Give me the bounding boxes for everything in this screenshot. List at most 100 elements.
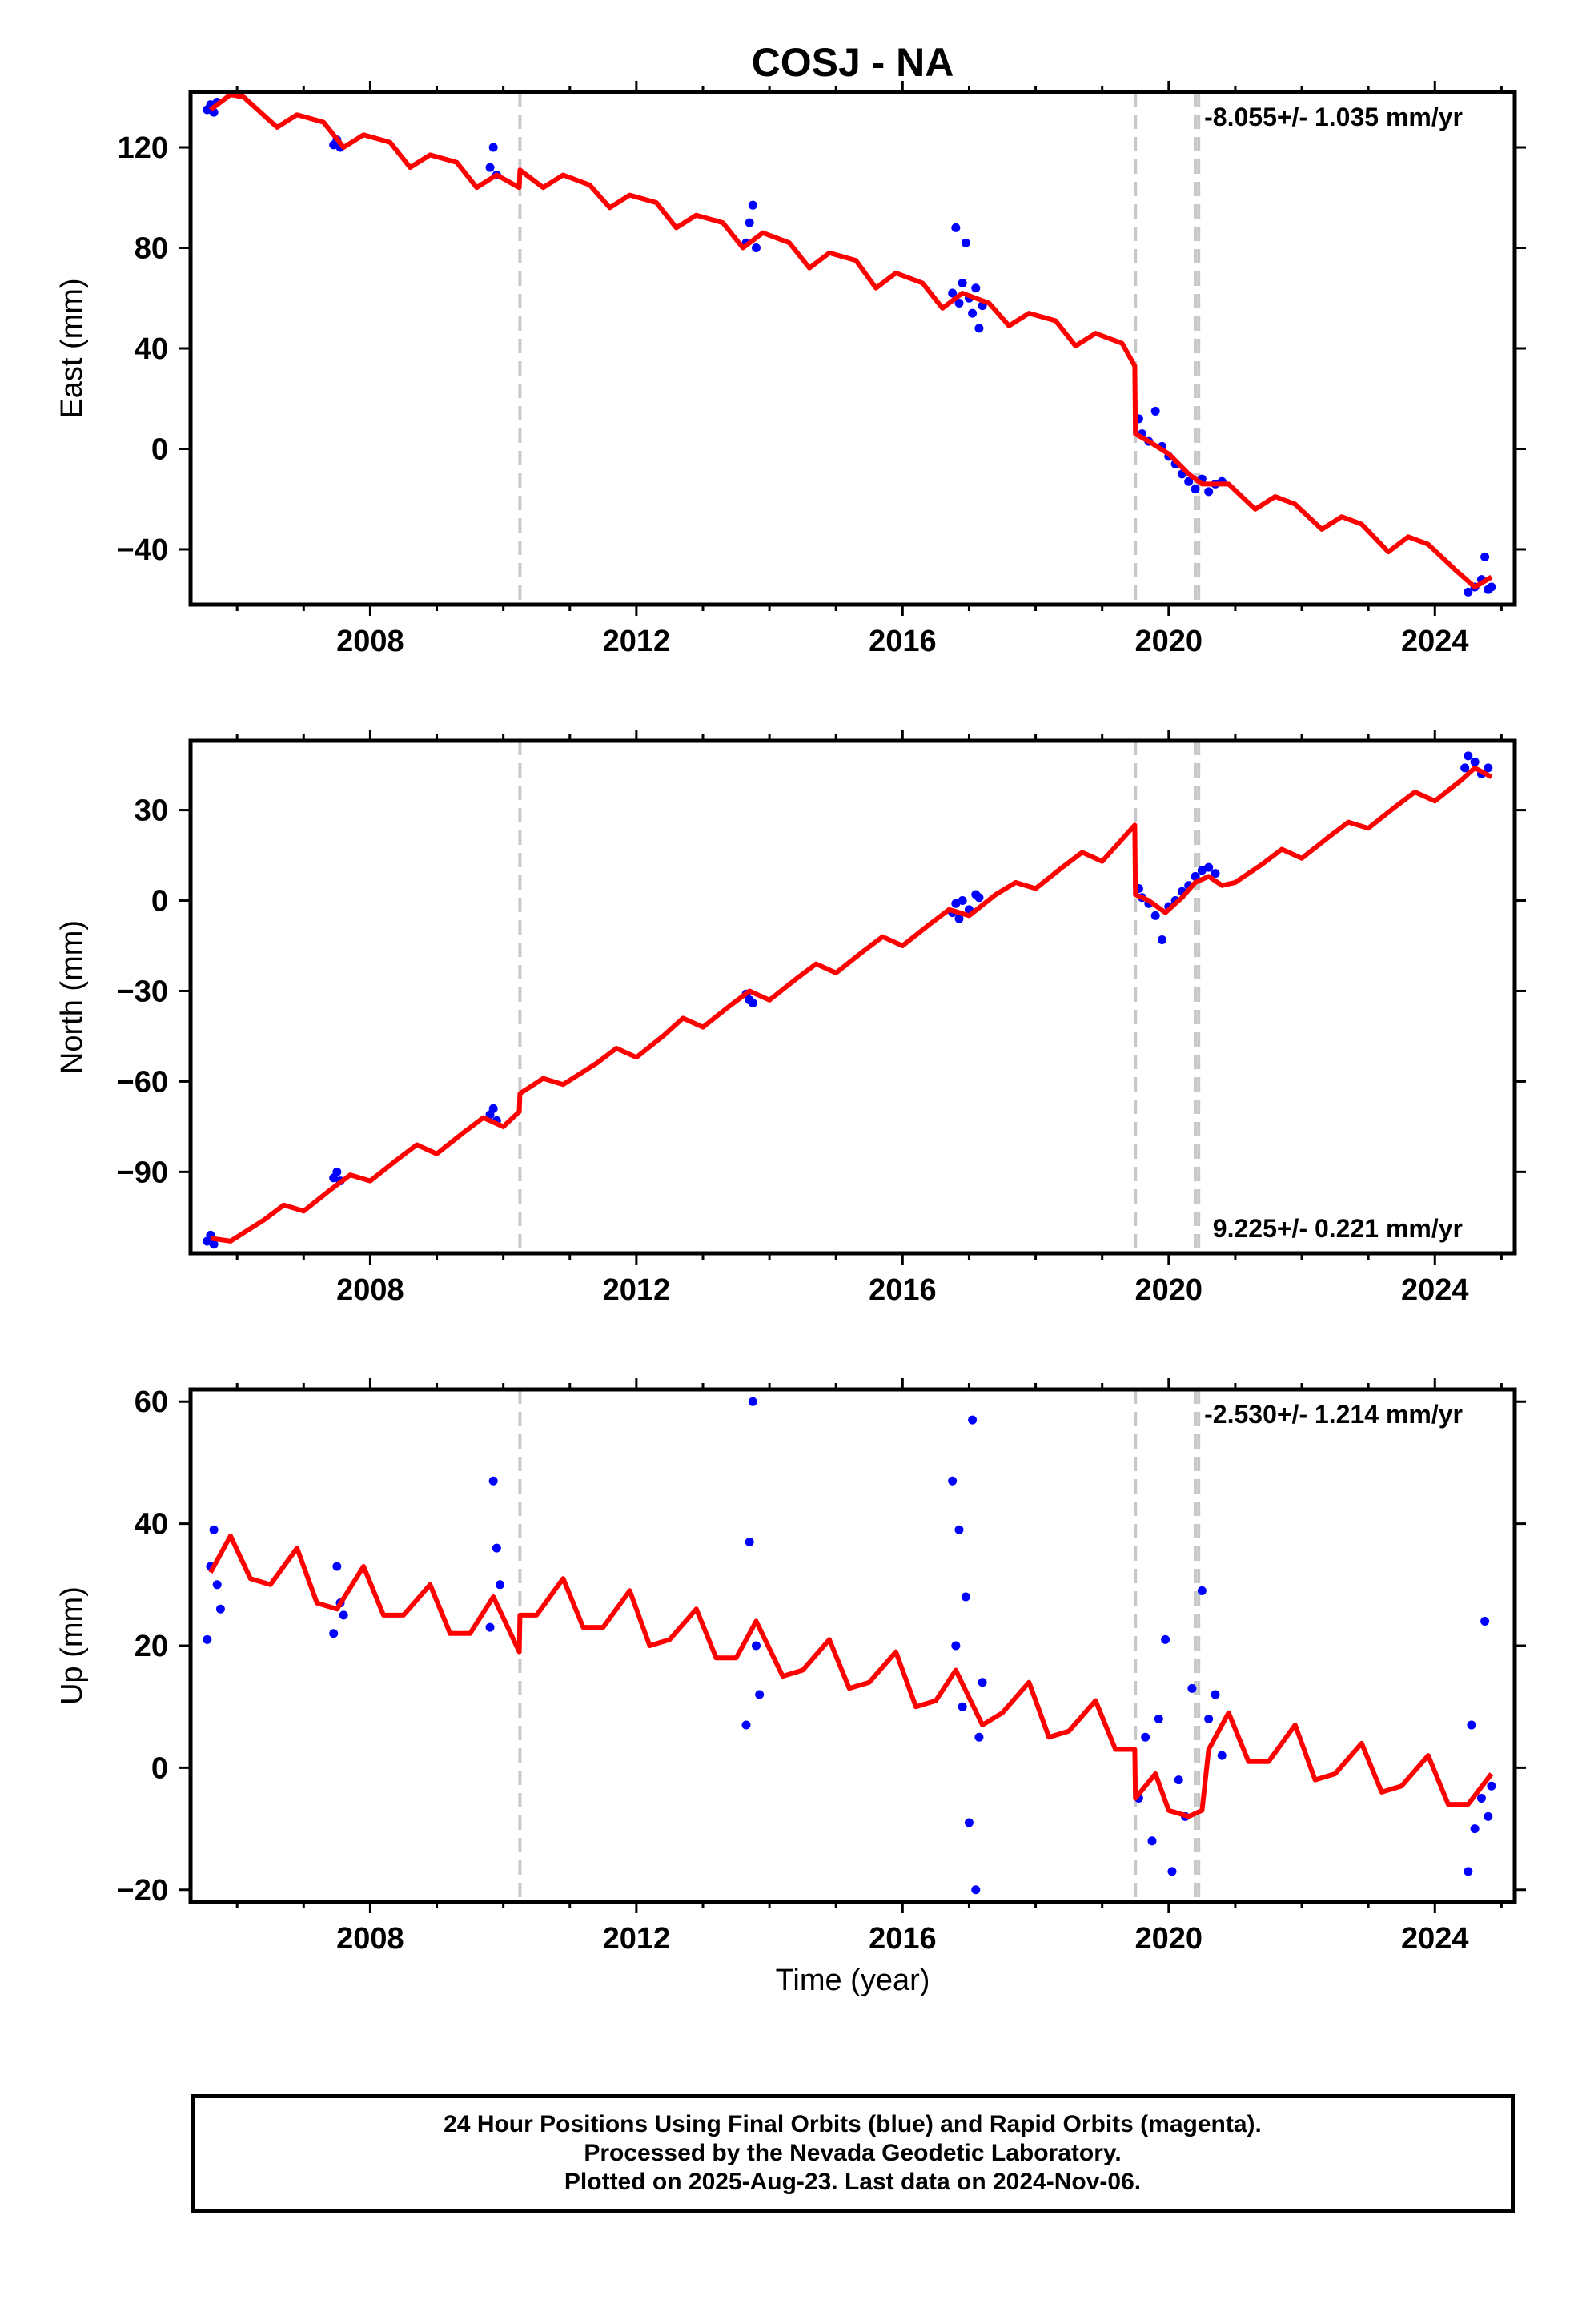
footer-line-plotted: Plotted on 2025-Aug-23. Last data on 202… [564, 2169, 1142, 2195]
data-point [339, 1610, 348, 1620]
x-tick-label: 2012 [603, 1922, 671, 1956]
data-point [215, 1604, 225, 1614]
panel-east: 2008 2012 2016 2020 2024 120 80 40 0 −40 East (mm)… [55, 81, 1526, 658]
data-point [1204, 862, 1214, 872]
data-point [1157, 935, 1166, 944]
data-point [332, 1167, 342, 1176]
rate-annotation: -2.530+/- 1.214 mm/yr [1204, 1400, 1463, 1429]
data-point [968, 308, 978, 318]
data-point [748, 1397, 757, 1406]
rate-annotation: 9.225+/- 0.221 mm/yr [1213, 1214, 1463, 1243]
data-point [212, 1580, 222, 1590]
data-point [1464, 587, 1473, 597]
data-point [1460, 763, 1470, 773]
footer-box: 24 Hour Positions Using Final Orbits (bl… [191, 2094, 1515, 2213]
data-point [954, 914, 964, 923]
data-point [974, 893, 984, 903]
model-line [210, 765, 1493, 1244]
y-tick-label: −20 [117, 1874, 168, 1908]
y-tick-label: 60 [135, 1385, 168, 1419]
data-point [485, 1622, 495, 1632]
data-point [1470, 757, 1480, 766]
data-point [971, 283, 981, 293]
data-point [1204, 487, 1214, 497]
data-point [961, 1592, 970, 1602]
data-point [1470, 1824, 1480, 1834]
model-line [208, 1533, 1494, 1819]
x-tick-label: 2020 [1135, 1922, 1203, 1956]
x-tick-label: 2024 [1401, 1922, 1469, 1956]
data-point [974, 324, 984, 333]
data-point [755, 1690, 765, 1699]
data-point [1480, 552, 1490, 561]
data-point [954, 1525, 964, 1534]
data-point [1150, 911, 1160, 920]
data-point [1161, 1634, 1170, 1644]
y-tick-label: 120 [118, 131, 168, 165]
data-point [1480, 1617, 1490, 1626]
data-point [1191, 485, 1200, 494]
rate-annotation: -8.055+/- 1.035 mm/yr [1204, 103, 1463, 131]
data-point [741, 1720, 751, 1730]
chart-title: COSJ - NA [752, 40, 954, 85]
data-point [1191, 871, 1200, 881]
x-tick-label: 2008 [336, 1273, 404, 1307]
data-point [1197, 1586, 1207, 1595]
panel-north: 2008 2012 2016 2020 2024 30 0 −30 −60 −90 North (m… [55, 730, 1526, 1307]
data-point [332, 1562, 342, 1571]
y-tick-label: −60 [117, 1065, 168, 1099]
y-tick-label: −40 [117, 533, 168, 567]
data-point [488, 143, 498, 152]
x-tick-label: 2020 [1135, 625, 1203, 658]
data-point [1184, 476, 1194, 486]
plot-frame [188, 90, 1517, 607]
x-tick-label: 2024 [1401, 1273, 1469, 1307]
data-point [958, 1702, 967, 1711]
y-tick-label: 0 [151, 432, 168, 466]
data-point [968, 1415, 978, 1425]
data-point [751, 1641, 761, 1651]
data-layer [203, 751, 1493, 1249]
data-point [948, 288, 958, 298]
x-tick-label: 2012 [603, 625, 671, 658]
data-point [1147, 1836, 1157, 1846]
data-point [751, 243, 761, 253]
data-point [1464, 751, 1473, 761]
y-tick-label: 20 [135, 1630, 168, 1663]
data-point [209, 1240, 219, 1249]
data-point [951, 223, 961, 232]
data-point [954, 299, 964, 308]
y-tick-label: 30 [135, 794, 168, 828]
data-point [329, 1629, 339, 1638]
x-tick-label: 2016 [869, 625, 937, 658]
x-tick-label: 2020 [1135, 1273, 1203, 1307]
x-axis-label: Time (year) [776, 1964, 930, 1997]
y-tick-label: 40 [135, 332, 168, 366]
y-tick-label: 0 [151, 1751, 168, 1785]
panels: 2008 2012 2016 2020 2024 120 80 40 0 −40 East (mm)… [55, 81, 1526, 1956]
data-point [1487, 582, 1496, 592]
panel-up: 2008 2012 2016 2020 2024 60 40 20 0 −20 Up (mm) -2.… [55, 1378, 1526, 1956]
data-point [974, 1732, 984, 1742]
data-layer [203, 92, 1496, 597]
data-point [1467, 1720, 1476, 1730]
y-tick-label: 40 [135, 1508, 168, 1542]
x-tick-label: 2008 [336, 1922, 404, 1956]
data-point [1187, 1683, 1197, 1693]
model-line [209, 92, 1493, 589]
data-point [748, 999, 757, 1008]
data-point [948, 1476, 958, 1486]
footer-line-processed: Processed by the Nevada Geodetic Laborat… [584, 2140, 1122, 2166]
data-point [1217, 1751, 1227, 1760]
plot-frame [188, 738, 1517, 1256]
y-axis-label: East (mm) [55, 278, 89, 418]
data-layer [203, 1397, 1496, 1895]
data-point [1167, 1867, 1177, 1876]
y-axis-label: North (mm) [55, 920, 89, 1074]
y-axis-label: Up (mm) [55, 1586, 89, 1705]
data-point [1211, 1690, 1220, 1699]
data-point [961, 238, 970, 247]
data-point [745, 218, 754, 227]
data-point [1150, 406, 1160, 416]
footer-line-orbits: 24 Hour Positions Using Final Orbits (bl… [444, 2111, 1262, 2137]
